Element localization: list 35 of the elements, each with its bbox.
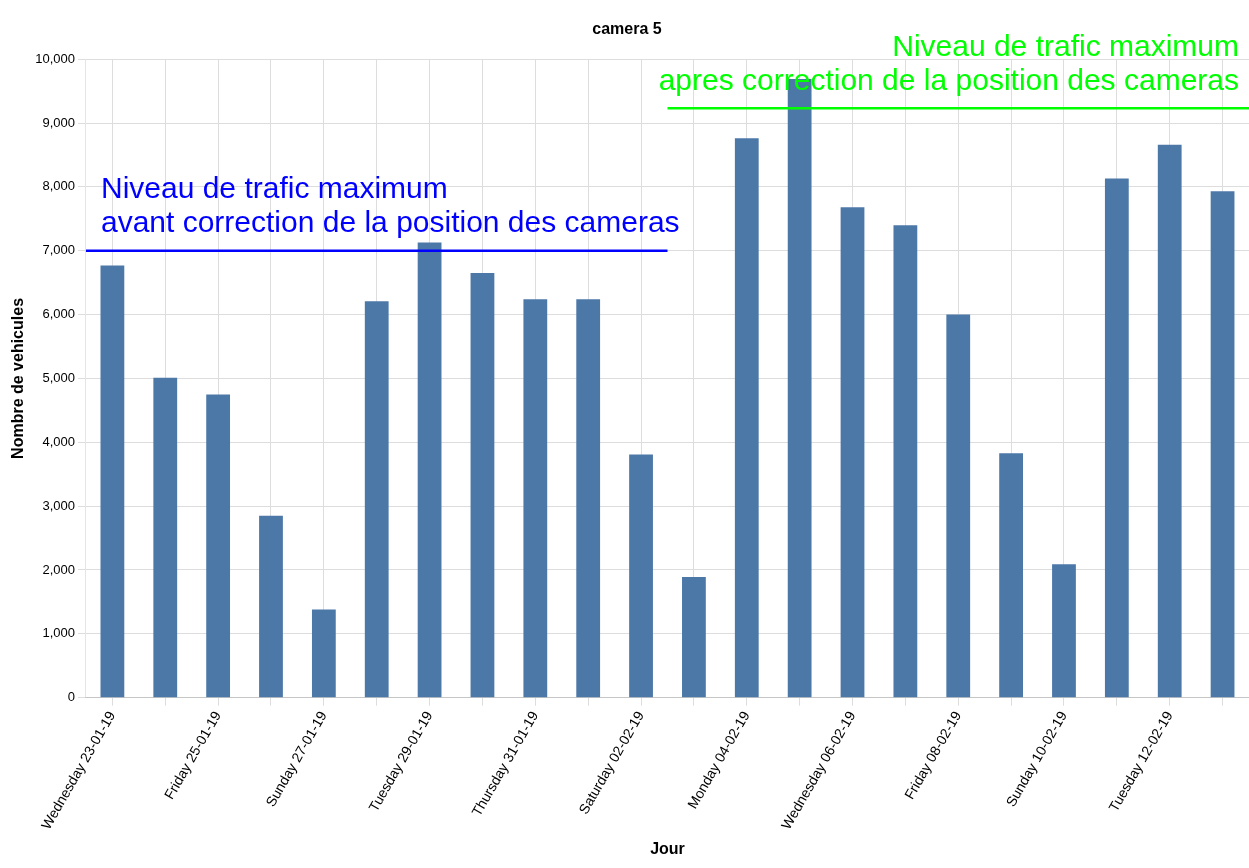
y-tick-label: 1,000 [42, 625, 75, 641]
bar [1157, 144, 1182, 698]
y-tick-label: 0 [67, 689, 75, 705]
bar [417, 242, 442, 698]
bar [1210, 191, 1235, 698]
y-tick-label: 6,000 [42, 306, 75, 322]
bar [311, 609, 336, 698]
bar [840, 207, 865, 698]
bar [1104, 178, 1129, 698]
bar [470, 273, 495, 698]
bar [999, 453, 1023, 698]
y-tick-label: 4,000 [42, 433, 75, 449]
bar [946, 314, 971, 698]
y-tick-label: 10,000 [35, 50, 75, 66]
bar [523, 299, 548, 698]
y-tick-label: 2,000 [42, 561, 75, 577]
y-axis-title: Nombre de vehicules [9, 297, 27, 459]
bar [893, 225, 918, 698]
bar [629, 454, 653, 698]
bar [100, 265, 125, 698]
x-axis-title: Jour [650, 839, 685, 857]
y-tick-label: 9,000 [42, 114, 75, 130]
y-tick-label: 3,000 [42, 497, 75, 513]
y-tick-label: 7,000 [42, 242, 75, 258]
bar [682, 577, 706, 698]
bar [1052, 564, 1076, 698]
y-tick-label: 5,000 [42, 370, 75, 386]
bar [206, 394, 231, 698]
bar [259, 515, 283, 698]
bar [153, 377, 178, 698]
y-tick-label: 8,000 [42, 178, 75, 194]
bar [364, 301, 389, 698]
bar [576, 299, 601, 698]
bar [734, 138, 759, 698]
ref-line-label: Niveau de trafic maximum avant correction de la position des cameras [100, 171, 680, 239]
